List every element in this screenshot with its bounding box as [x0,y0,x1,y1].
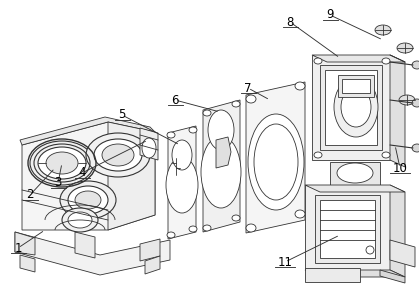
Text: 9: 9 [326,9,334,22]
Ellipse shape [68,212,92,228]
Ellipse shape [341,87,371,127]
Ellipse shape [232,215,240,221]
Polygon shape [75,232,95,258]
Ellipse shape [189,226,197,232]
Polygon shape [145,256,160,274]
Text: 1: 1 [14,241,22,255]
Polygon shape [15,232,170,275]
Ellipse shape [314,58,322,64]
Polygon shape [22,122,155,230]
Polygon shape [15,232,35,255]
Ellipse shape [167,132,175,138]
Ellipse shape [412,61,419,69]
Text: 8: 8 [286,15,294,28]
Ellipse shape [166,157,198,213]
Text: 6: 6 [171,94,179,106]
Ellipse shape [62,208,98,232]
Text: 2: 2 [26,189,34,201]
Polygon shape [380,270,405,283]
Ellipse shape [94,139,142,171]
Ellipse shape [375,25,391,35]
Bar [325,70,377,145]
Polygon shape [20,117,155,145]
Text: 3: 3 [54,177,62,189]
Polygon shape [108,122,155,230]
Ellipse shape [167,232,175,238]
Ellipse shape [314,152,322,158]
Polygon shape [168,126,196,239]
Ellipse shape [189,127,197,133]
Polygon shape [312,55,405,62]
Polygon shape [203,100,240,232]
Ellipse shape [248,114,304,210]
Ellipse shape [203,225,211,231]
Bar [320,200,375,258]
Text: 11: 11 [277,255,292,269]
Ellipse shape [412,144,419,152]
Ellipse shape [366,246,374,254]
Polygon shape [390,185,405,277]
Text: 5: 5 [118,108,126,121]
Ellipse shape [337,163,373,183]
Ellipse shape [246,95,256,103]
Ellipse shape [295,210,305,218]
Ellipse shape [412,99,419,107]
Polygon shape [305,185,390,270]
Ellipse shape [142,138,156,158]
Polygon shape [20,255,35,272]
Polygon shape [140,128,158,160]
Ellipse shape [86,133,150,177]
Text: 4: 4 [78,166,86,179]
Ellipse shape [397,43,413,53]
Ellipse shape [208,110,234,150]
Ellipse shape [382,58,390,64]
Text: 10: 10 [393,162,407,174]
Polygon shape [330,162,380,185]
Polygon shape [216,137,231,168]
Bar [315,195,380,263]
Bar [338,75,374,97]
Ellipse shape [38,147,86,179]
Polygon shape [140,239,160,261]
Ellipse shape [203,110,211,116]
Polygon shape [390,240,415,267]
Polygon shape [305,185,405,192]
Ellipse shape [172,140,192,170]
Ellipse shape [382,152,390,158]
Bar [320,65,382,150]
Ellipse shape [295,82,305,90]
Ellipse shape [102,144,134,166]
Polygon shape [305,270,405,277]
Ellipse shape [334,77,378,137]
Polygon shape [312,55,390,160]
Ellipse shape [201,136,241,208]
Ellipse shape [232,101,240,107]
Ellipse shape [68,186,108,214]
Polygon shape [390,55,405,167]
Ellipse shape [75,191,101,209]
Polygon shape [246,82,305,233]
Ellipse shape [254,124,298,200]
Ellipse shape [399,95,415,105]
Bar [342,79,370,93]
Text: 7: 7 [244,82,252,94]
Polygon shape [305,268,360,282]
Ellipse shape [246,224,256,232]
Ellipse shape [60,181,116,219]
Ellipse shape [46,152,78,174]
Ellipse shape [30,141,94,185]
